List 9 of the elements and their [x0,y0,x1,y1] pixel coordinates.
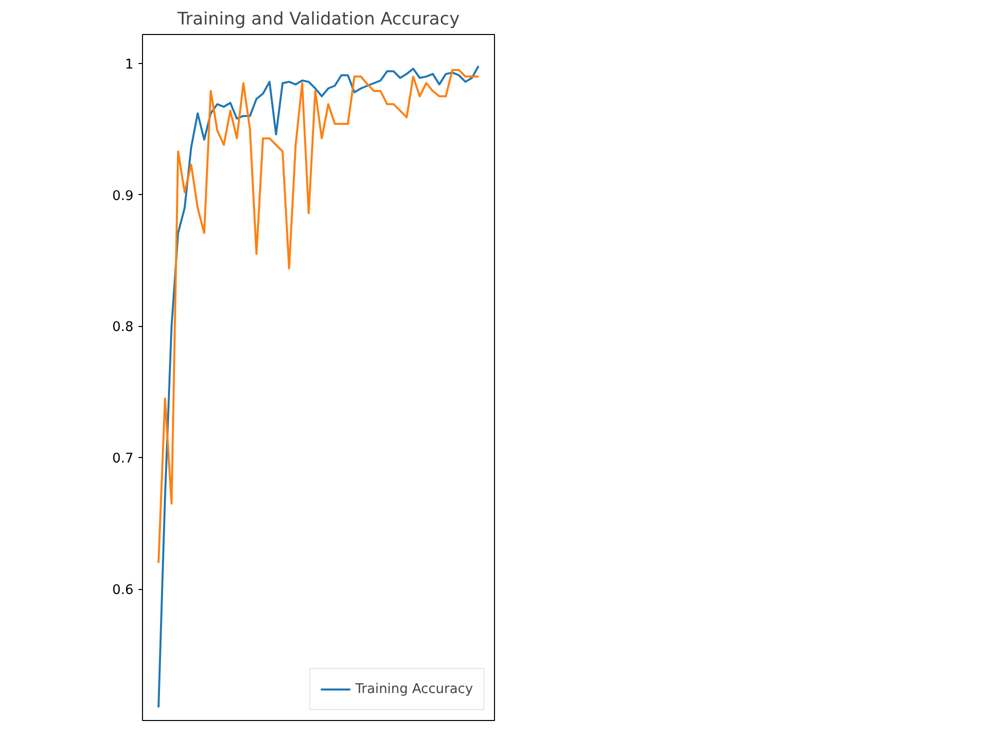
y-tick-label: 0.6 [112,583,134,598]
legend-label: Training Accuracy [355,682,473,696]
chart-title: Training and Validation Accuracy [176,10,460,30]
y-tick-label: 0.9 [112,188,134,204]
y-tick-label: 1 [125,57,134,72]
line-series [158,65,480,708]
y-tick-label: 0.7 [112,452,134,467]
line-series [158,68,480,564]
y-tick-label: 0.8 [112,320,134,336]
